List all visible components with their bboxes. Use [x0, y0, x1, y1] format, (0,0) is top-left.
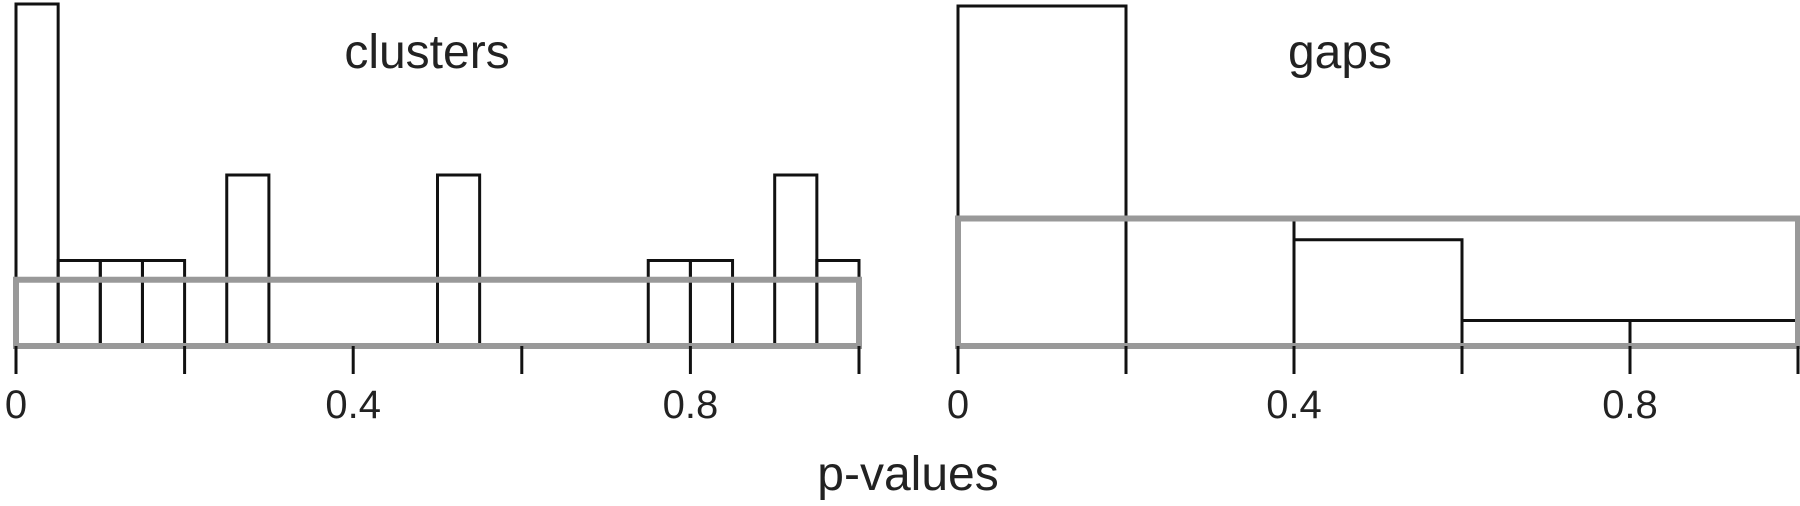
histogram-bar: [773, 173, 819, 348]
x-tick-label: 0.4: [1266, 383, 1322, 427]
histogram-bar: [225, 173, 271, 348]
histogram-bar: [1124, 217, 1296, 348]
x-tick-label: 0: [947, 383, 969, 427]
x-axis-label: p-values: [817, 448, 998, 501]
histogram-bar: [688, 259, 735, 348]
x-tick-label: 0.8: [663, 383, 719, 427]
x-tick-label: 0.8: [1602, 383, 1658, 427]
histogram-bar: [140, 259, 187, 348]
uniform-reference-band: [13, 276, 862, 349]
x-tick-label: 0.4: [325, 383, 381, 427]
uniform-reference-band: [955, 215, 1800, 349]
histogram-bar: [98, 259, 144, 348]
histogram-bar: [56, 259, 102, 348]
histogram-bar: [436, 173, 482, 348]
histogram-bar: [14, 2, 60, 348]
x-tick-label: 0: [5, 383, 27, 427]
histogram-bar: [646, 259, 692, 348]
histogram-bar: [815, 259, 861, 348]
histogram-bar: [1292, 238, 1464, 348]
gaps-histogram-panel: gaps 0 0.4 0.8: [947, 4, 1800, 427]
gaps-panel-title: gaps: [1288, 26, 1392, 79]
clusters-panel-title: clusters: [344, 26, 509, 79]
histogram-bar: [1460, 319, 1632, 348]
histogram-bar: [956, 4, 1128, 348]
histogram-bar: [1628, 319, 1800, 348]
clusters-histogram-panel: clusters 0 0.4 0.8: [5, 2, 862, 427]
